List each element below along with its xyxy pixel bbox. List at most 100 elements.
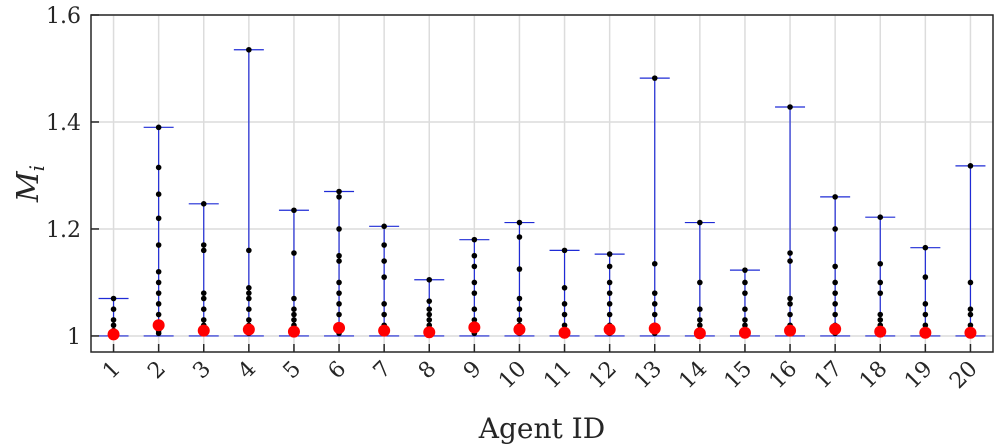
mean-marker-agent-13	[648, 322, 661, 335]
sample-point-agent-20-4	[967, 306, 974, 313]
sample-point-agent-11-5	[561, 285, 568, 291]
sample-point-agent-3-7	[200, 247, 207, 254]
sample-point-agent-15-6	[742, 279, 748, 286]
x-tick-label-20: 20	[945, 357, 982, 394]
sample-point-agent-2-9	[155, 215, 162, 222]
sample-point-agent-16-7	[787, 250, 793, 256]
sample-point-agent-2-8	[155, 242, 162, 248]
sample-point-agent-14-4	[697, 306, 703, 313]
sample-point-agent-3-3	[200, 317, 207, 323]
sample-point-agent-15-7	[742, 267, 748, 273]
y-axis-title-subscript: i	[25, 165, 49, 171]
sample-point-agent-18-6	[877, 279, 884, 286]
mean-markers	[107, 319, 977, 341]
mean-marker-agent-15	[738, 326, 751, 339]
sample-point-agent-20-3	[967, 311, 974, 318]
mean-marker-agent-14	[693, 327, 706, 340]
plot-area-frame	[90, 14, 994, 353]
sample-point-agent-20-5	[967, 279, 974, 286]
x-tick-label-4: 4	[234, 357, 262, 385]
sample-point-agent-13-4	[651, 301, 658, 307]
sample-point-agent-18-7	[877, 260, 884, 267]
mean-marker-agent-11	[558, 326, 571, 339]
x-tick-label-6: 6	[324, 357, 352, 385]
sample-point-agent-17-9	[832, 194, 838, 200]
sample-point-agent-12-8	[606, 251, 613, 257]
y-tick-label-1: 1.2	[46, 218, 81, 243]
mean-marker-agent-9	[468, 321, 481, 334]
sample-point-agent-7-5	[381, 274, 387, 280]
sample-point-agent-19-3	[922, 311, 929, 318]
sample-point-agent-13-3	[651, 311, 658, 318]
sample-point-agent-15-2	[742, 322, 748, 329]
sample-point-agent-20-6	[967, 163, 974, 169]
y-tick-label-0: 1	[67, 325, 81, 350]
sample-point-agent-6-6	[336, 279, 342, 286]
x-tick-label-8: 8	[414, 357, 442, 385]
sample-point-agent-2-10	[155, 191, 162, 197]
sample-point-agent-6-9	[336, 226, 342, 232]
sample-point-agent-3-5	[200, 295, 207, 302]
sample-point-agent-16-5	[787, 295, 793, 302]
sample-point-agent-11-4	[561, 301, 568, 307]
x-tick-label-3: 3	[188, 357, 216, 385]
mean-marker-agent-8	[423, 326, 436, 339]
sample-point-agent-4-4	[246, 306, 252, 313]
sample-point-agent-16-4	[787, 301, 793, 307]
mean-marker-agent-5	[287, 325, 300, 338]
sample-point-agent-3-9	[200, 201, 207, 207]
sample-point-agent-10-4	[516, 306, 523, 313]
sample-point-agent-9-7	[471, 252, 478, 259]
y-axis-ticks: 1 1.2 1.4 1.6	[46, 4, 99, 350]
sample-point-agent-17-7	[832, 263, 838, 270]
mean-marker-agent-2	[152, 319, 165, 332]
sample-point-agent-8-4	[426, 311, 433, 318]
sample-point-agent-4-9	[246, 46, 252, 53]
sample-point-agent-19-4	[922, 301, 929, 307]
sample-point-agent-12-4	[606, 301, 613, 307]
mean-marker-agent-1	[107, 328, 120, 341]
mean-marker-agent-19	[919, 326, 932, 339]
sample-point-agent-9-6	[471, 263, 478, 270]
sample-point-agent-6-11	[336, 188, 342, 195]
sample-point-agent-9-3	[471, 306, 478, 313]
x-tick-label-17: 17	[810, 357, 847, 394]
sample-point-agent-15-3	[742, 317, 748, 323]
x-tick-label-16: 16	[765, 357, 802, 394]
sample-point-agent-8-6	[426, 298, 433, 304]
sample-point-agent-14-2	[697, 322, 703, 329]
sample-point-agent-5-4	[291, 311, 297, 318]
sample-points	[110, 46, 974, 337]
x-tick-label-12: 12	[584, 357, 621, 394]
sample-point-agent-18-5	[877, 290, 884, 296]
sample-point-agent-11-2	[561, 322, 568, 329]
sample-point-agent-16-8	[787, 104, 793, 110]
sample-point-agent-12-5	[606, 290, 613, 296]
sample-point-agent-2-5	[155, 290, 162, 296]
sample-point-agent-20-2	[967, 322, 974, 329]
y-tick-label-3: 1.6	[46, 4, 81, 29]
x-tick-label-1: 1	[98, 357, 126, 385]
mean-marker-agent-6	[333, 321, 346, 334]
sample-point-agent-6-8	[336, 252, 342, 259]
sample-point-agent-1-5	[110, 295, 117, 302]
sample-point-agent-13-6	[651, 260, 658, 267]
x-tick-label-11: 11	[539, 357, 576, 394]
sample-point-agent-14-3	[697, 317, 703, 323]
sample-point-agent-4-5	[246, 295, 252, 302]
sample-point-agent-2-6	[155, 279, 162, 286]
mean-marker-agent-3	[197, 324, 210, 337]
x-tick-label-19: 19	[900, 357, 937, 394]
sample-point-agent-4-8	[246, 247, 252, 254]
sample-point-agent-8-5	[426, 306, 433, 313]
sample-point-agent-10-3	[516, 317, 523, 323]
sample-point-agent-2-12	[155, 124, 162, 131]
sample-point-agent-9-8	[471, 236, 478, 243]
sample-point-agent-12-6	[606, 279, 613, 286]
y-axis-title: Mi	[11, 165, 49, 203]
sample-point-agent-4-6	[246, 290, 252, 296]
sample-point-agent-10-7	[516, 234, 523, 240]
sample-point-agent-17-4	[832, 301, 838, 307]
sample-point-agent-8-7	[426, 276, 433, 283]
